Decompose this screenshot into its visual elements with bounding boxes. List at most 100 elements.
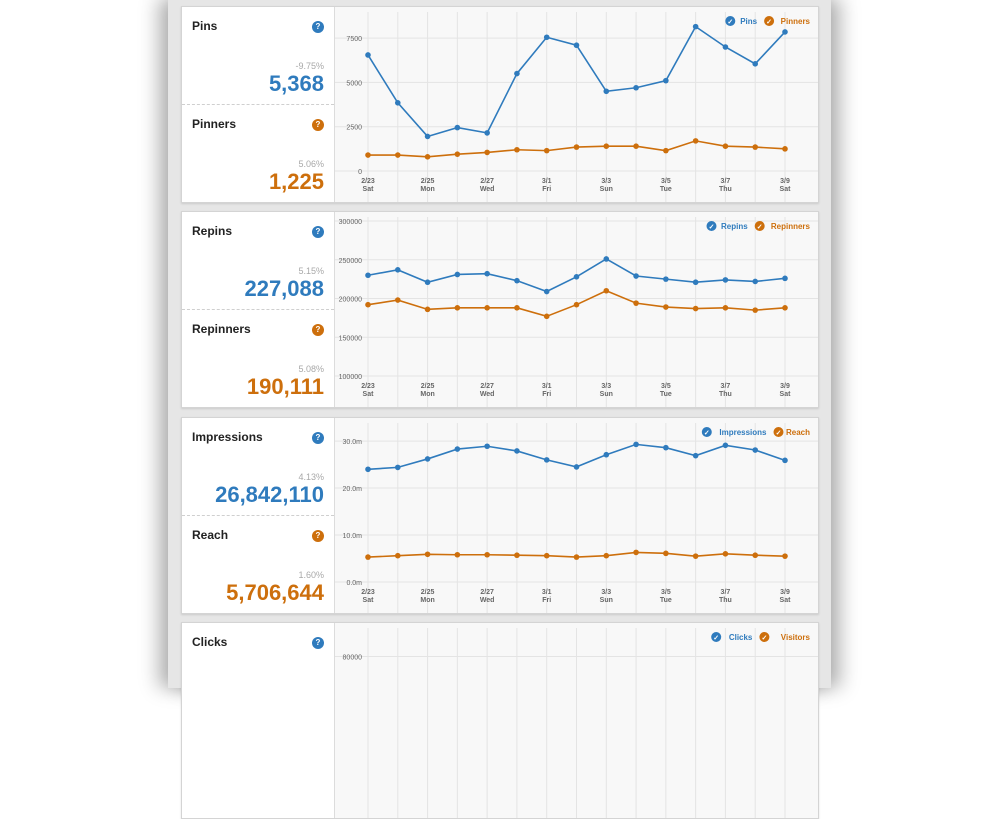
data-point-pins[interactable]: [692, 23, 699, 30]
data-point-pins[interactable]: [603, 88, 610, 95]
data-point-reach[interactable]: [514, 552, 520, 559]
help-icon[interactable]: ?: [312, 21, 324, 33]
data-point-reach[interactable]: [603, 552, 610, 559]
help-icon[interactable]: ?: [312, 119, 324, 131]
data-point-reach[interactable]: [692, 553, 699, 559]
data-point-repins[interactable]: [543, 288, 550, 295]
data-point-repins[interactable]: [663, 276, 669, 282]
data-point-repinners[interactable]: [573, 301, 580, 308]
legend-toggle-pins[interactable]: ✓: [725, 16, 736, 26]
check-circle-icon[interactable]: [754, 221, 765, 231]
data-point-pinners[interactable]: [424, 154, 431, 160]
help-icon[interactable]: ?: [312, 226, 324, 238]
data-point-impressions[interactable]: [692, 452, 699, 459]
data-point-pinners[interactable]: [782, 146, 788, 152]
data-point-repins[interactable]: [722, 277, 729, 283]
data-point-reach[interactable]: [663, 550, 669, 557]
data-point-reach[interactable]: [454, 551, 461, 558]
check-circle-icon[interactable]: [773, 427, 784, 437]
data-point-pinners[interactable]: [663, 147, 669, 154]
data-point-repinners[interactable]: [514, 305, 520, 311]
data-point-impressions[interactable]: [454, 446, 461, 452]
data-point-repinners[interactable]: [365, 301, 371, 308]
data-point-repins[interactable]: [603, 256, 610, 262]
help-icon[interactable]: ?: [312, 432, 324, 444]
data-point-pins[interactable]: [394, 100, 401, 106]
data-point-impressions[interactable]: [543, 457, 550, 463]
data-point-pinners[interactable]: [573, 144, 580, 150]
data-point-repinners[interactable]: [484, 305, 490, 311]
data-point-repinners[interactable]: [692, 305, 699, 312]
help-icon[interactable]: ?: [312, 530, 324, 542]
data-point-repinners[interactable]: [603, 287, 610, 294]
data-point-pinners[interactable]: [365, 152, 371, 158]
data-point-repinners[interactable]: [394, 297, 401, 303]
check-circle-icon[interactable]: [711, 632, 722, 642]
data-point-reach[interactable]: [722, 551, 729, 557]
data-point-repins[interactable]: [365, 272, 371, 279]
data-point-pins[interactable]: [424, 133, 431, 140]
data-point-pins[interactable]: [722, 44, 729, 50]
data-point-repinners[interactable]: [752, 307, 759, 313]
data-point-reach[interactable]: [484, 551, 490, 558]
data-point-reach[interactable]: [633, 549, 639, 556]
data-point-pins[interactable]: [365, 52, 371, 58]
legend-toggle-repinners[interactable]: ✓: [754, 221, 765, 231]
data-point-repins[interactable]: [692, 279, 699, 286]
data-point-repins[interactable]: [514, 277, 520, 284]
data-point-impressions[interactable]: [394, 464, 401, 471]
check-circle-icon[interactable]: [759, 632, 770, 642]
data-point-repins[interactable]: [424, 279, 431, 286]
help-icon[interactable]: ?: [312, 324, 324, 336]
data-point-impressions[interactable]: [573, 464, 580, 470]
data-point-pins[interactable]: [573, 42, 580, 49]
check-circle-icon[interactable]: [725, 16, 736, 26]
data-point-pinners[interactable]: [543, 147, 550, 154]
data-point-pinners[interactable]: [454, 151, 461, 157]
data-point-reach[interactable]: [573, 554, 580, 560]
data-point-impressions[interactable]: [365, 466, 371, 473]
data-point-impressions[interactable]: [603, 451, 610, 458]
data-point-pins[interactable]: [663, 77, 669, 84]
data-point-repinners[interactable]: [633, 300, 639, 306]
data-point-pins[interactable]: [782, 29, 788, 35]
data-point-repinners[interactable]: [424, 306, 431, 313]
data-point-repins[interactable]: [454, 271, 461, 278]
data-point-reach[interactable]: [424, 551, 431, 558]
data-point-pins[interactable]: [484, 130, 490, 136]
data-point-pinners[interactable]: [752, 144, 759, 150]
data-point-pins[interactable]: [454, 124, 461, 131]
data-point-pinners[interactable]: [484, 149, 490, 156]
data-point-repinners[interactable]: [722, 305, 729, 311]
data-point-pins[interactable]: [543, 34, 550, 41]
data-point-repins[interactable]: [752, 278, 759, 285]
data-point-impressions[interactable]: [484, 443, 490, 450]
data-point-reach[interactable]: [394, 552, 401, 559]
data-point-repinners[interactable]: [543, 313, 550, 320]
data-point-pinners[interactable]: [603, 143, 610, 149]
data-point-repins[interactable]: [573, 274, 580, 280]
data-point-pinners[interactable]: [394, 152, 401, 158]
data-point-pins[interactable]: [514, 70, 520, 77]
data-point-repinners[interactable]: [454, 305, 461, 311]
legend-toggle-visitors[interactable]: ✓: [759, 632, 770, 642]
check-circle-icon[interactable]: [706, 221, 717, 231]
data-point-repinners[interactable]: [782, 305, 788, 311]
data-point-repins[interactable]: [782, 275, 788, 282]
data-point-impressions[interactable]: [782, 457, 788, 464]
legend-toggle-pinners[interactable]: ✓: [764, 16, 775, 26]
data-point-repins[interactable]: [484, 270, 490, 277]
legend-toggle-clicks[interactable]: ✓: [711, 632, 722, 642]
legend-toggle-impressions[interactable]: ✓: [701, 427, 712, 437]
help-icon[interactable]: ?: [312, 637, 324, 649]
data-point-pinners[interactable]: [722, 143, 729, 149]
legend-toggle-repins[interactable]: ✓: [706, 221, 717, 231]
data-point-pins[interactable]: [633, 84, 639, 91]
data-point-repinners[interactable]: [663, 304, 669, 310]
data-point-reach[interactable]: [365, 554, 371, 560]
data-point-impressions[interactable]: [424, 456, 431, 462]
data-point-impressions[interactable]: [663, 444, 669, 451]
data-point-impressions[interactable]: [722, 442, 729, 449]
data-point-reach[interactable]: [782, 553, 788, 559]
data-point-repins[interactable]: [394, 267, 401, 273]
